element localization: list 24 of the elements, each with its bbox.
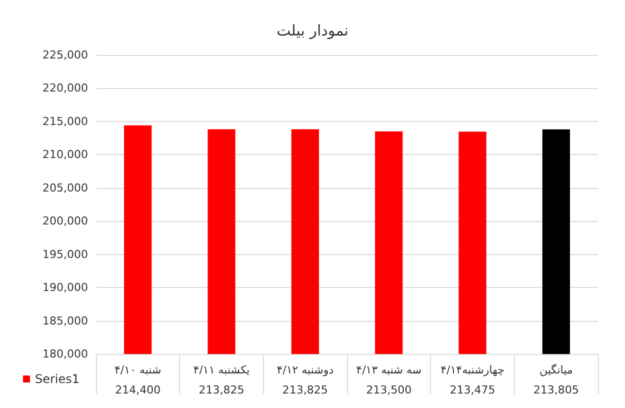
data-label: 213,805 xyxy=(533,384,579,396)
x-tick-label: چهارشنبه۴/۱۴ xyxy=(440,364,504,376)
y-tick-label: 185,000 xyxy=(42,314,88,328)
y-tick-label: 215,000 xyxy=(42,114,88,128)
data-label: 213,500 xyxy=(366,384,412,396)
y-tick-label: 225,000 xyxy=(42,48,88,62)
y-tick-label: 220,000 xyxy=(42,82,88,95)
data-label: 214,400 xyxy=(115,384,161,396)
data-label: 213,825 xyxy=(282,384,328,396)
y-tick-label: 205,000 xyxy=(42,181,88,194)
x-tick-label: سه شنبه ۴/۱۳ xyxy=(356,364,422,376)
y-tick-label: 200,000 xyxy=(42,214,88,228)
x-tick-label: دوشنبه ۴/۱۲ xyxy=(276,364,334,376)
chart-title: نمودار بیلت xyxy=(276,22,348,40)
data-label: 213,475 xyxy=(450,384,496,396)
data-label: 213,825 xyxy=(198,384,244,396)
x-tick-label: میانگین xyxy=(539,364,573,376)
y-tick-label: 195,000 xyxy=(42,248,88,261)
y-tick-label: 180,000 xyxy=(42,348,88,360)
legend-label: Series1 xyxy=(35,372,80,386)
x-tick-label: شنبه ۴/۱۰ xyxy=(114,364,162,376)
y-tick-label: 190,000 xyxy=(42,281,88,294)
x-tick-label: یکشنبه ۴/۱۱ xyxy=(193,364,250,376)
y-tick-label: 210,000 xyxy=(42,148,88,162)
